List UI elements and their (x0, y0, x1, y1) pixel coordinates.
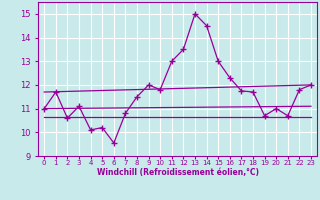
X-axis label: Windchill (Refroidissement éolien,°C): Windchill (Refroidissement éolien,°C) (97, 168, 259, 177)
